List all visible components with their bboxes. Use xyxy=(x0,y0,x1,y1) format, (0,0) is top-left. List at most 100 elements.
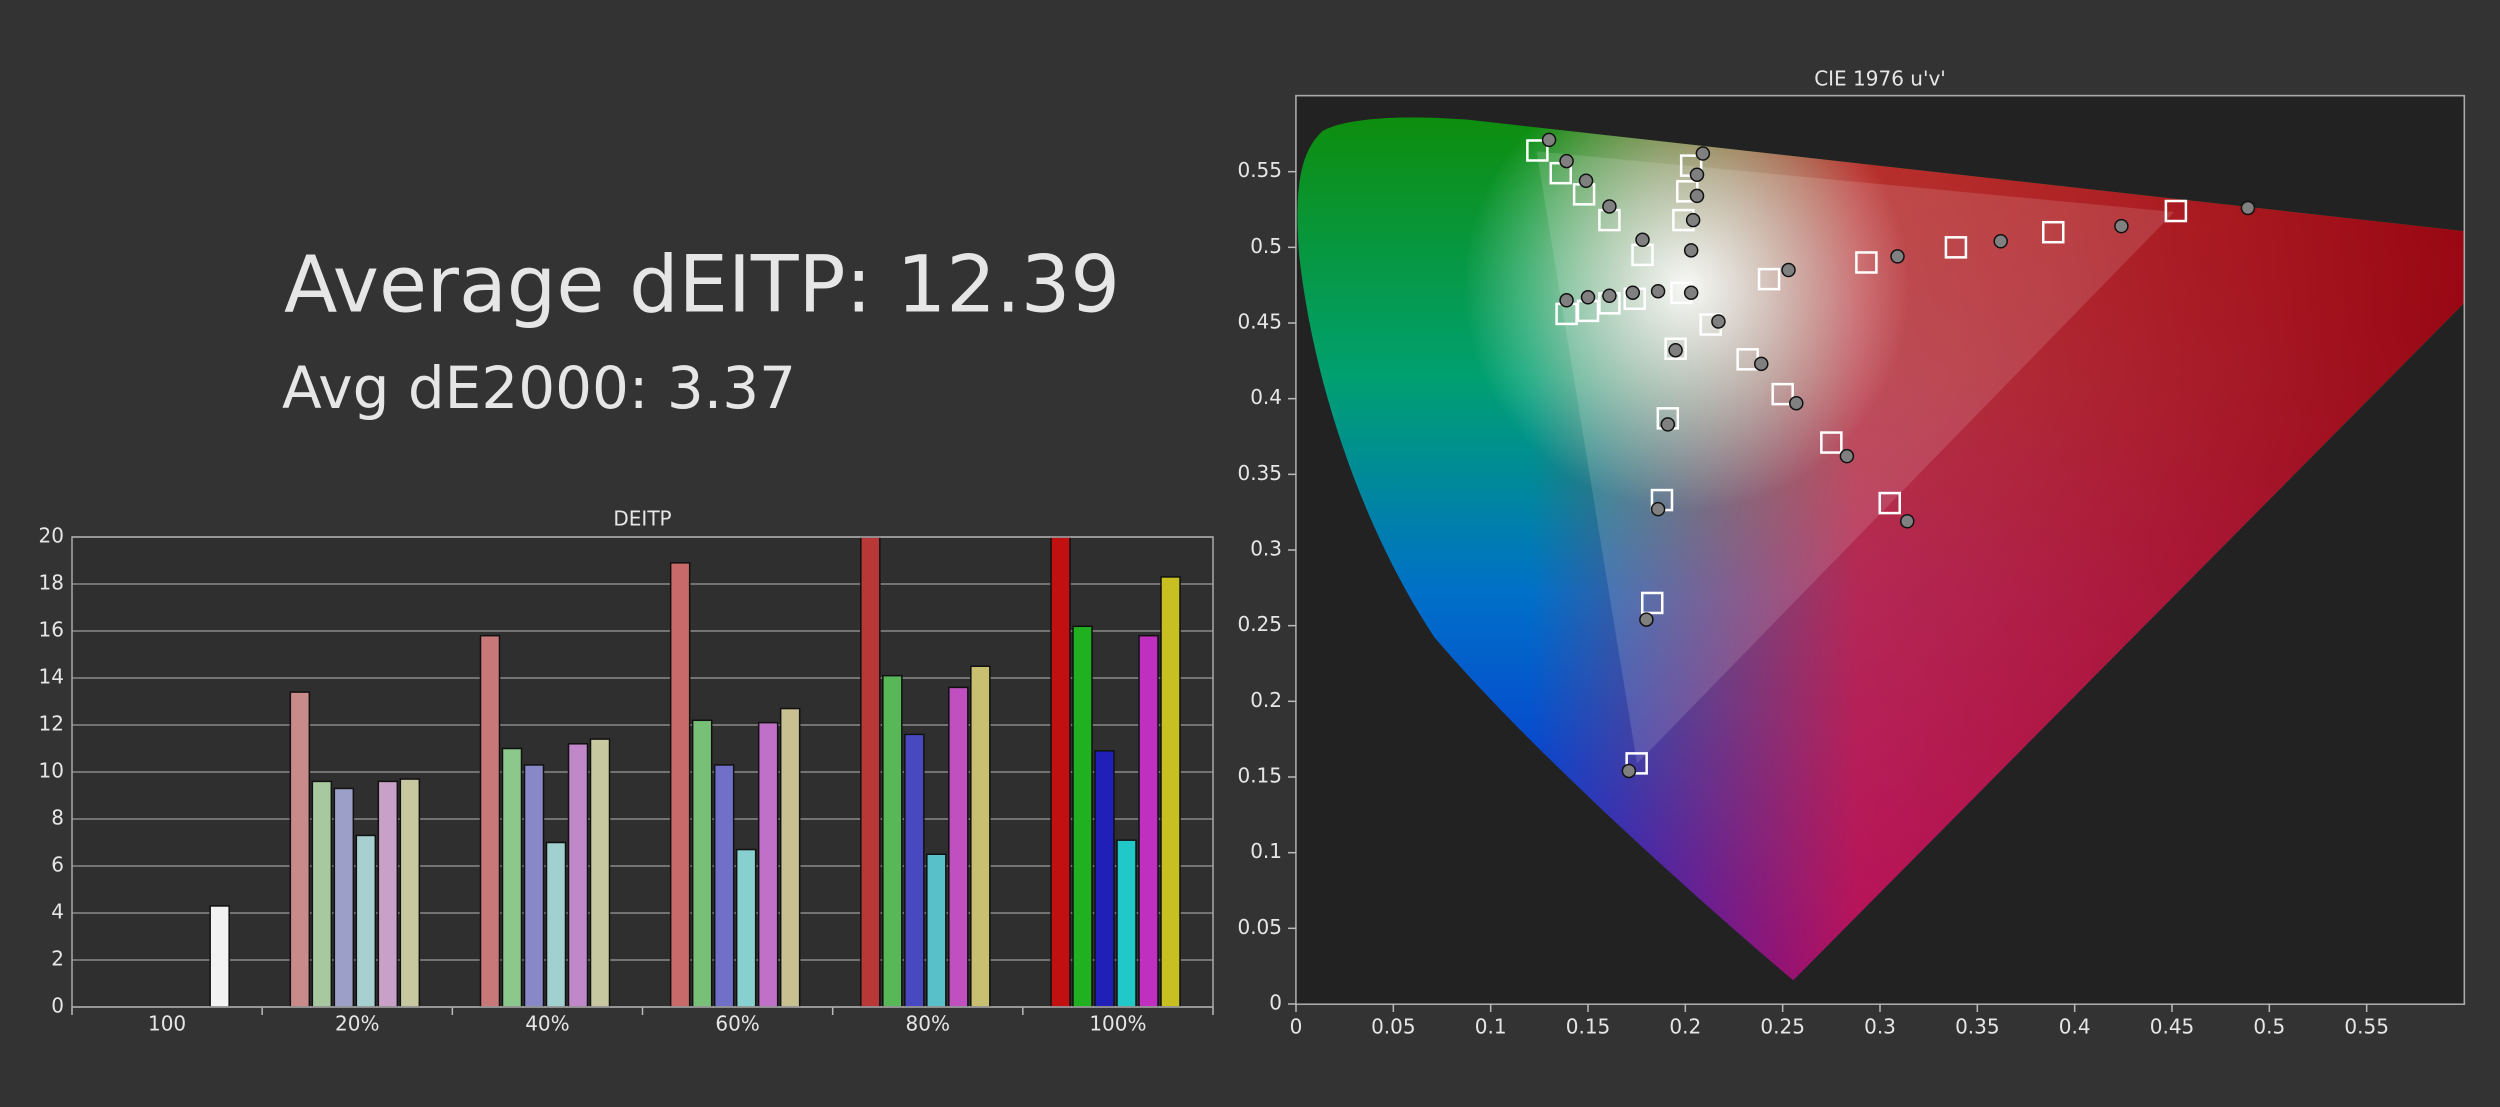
measured-point xyxy=(1578,173,1594,188)
measured-point xyxy=(1781,262,1796,278)
measured-point xyxy=(1900,513,1915,529)
bar xyxy=(399,778,421,1008)
y-tick-label: 10 xyxy=(39,759,64,783)
measured-point xyxy=(2114,218,2129,234)
measured-point xyxy=(1668,342,1683,358)
y-tick-label: 0.25 xyxy=(1237,612,1282,636)
target-point xyxy=(1771,382,1794,406)
bar xyxy=(289,691,311,1008)
x-tick-label: 0.05 xyxy=(1371,1015,1416,1039)
measured-point xyxy=(1890,249,1905,264)
target-point xyxy=(1625,752,1648,775)
bar xyxy=(1094,750,1115,1008)
bar xyxy=(713,764,735,1008)
x-tick-label: 40% xyxy=(525,1012,569,1036)
measured-point xyxy=(1559,153,1574,169)
x-tick-label: 0 xyxy=(1290,1015,1303,1039)
bar xyxy=(479,634,501,1008)
target-point xyxy=(1878,491,1901,515)
bar xyxy=(926,853,947,1008)
x-tick-label: 0.5 xyxy=(2253,1015,2285,1039)
x-tick-label: 100 xyxy=(148,1012,186,1036)
y-tick-label: 20 xyxy=(39,524,64,548)
x-tick-label: 20% xyxy=(335,1012,379,1036)
measured-point xyxy=(1754,356,1769,372)
measured-point xyxy=(1689,188,1705,204)
y-tick-label: 0.45 xyxy=(1237,310,1282,334)
bar xyxy=(1160,576,1181,1008)
measured-point xyxy=(1639,612,1654,627)
x-tick-label: 0.2 xyxy=(1669,1015,1701,1039)
locus-white xyxy=(1297,117,2465,981)
plot-border xyxy=(71,536,1214,1008)
measured-point xyxy=(1683,243,1699,258)
y-tick-label: 2 xyxy=(51,947,64,971)
x-tick-label: 0.55 xyxy=(2344,1015,2389,1039)
y-tick-label: 0.05 xyxy=(1237,915,1282,939)
bar xyxy=(209,905,230,1008)
measured-point xyxy=(1580,290,1596,305)
bar xyxy=(567,743,589,1008)
bar xyxy=(523,764,545,1008)
bar xyxy=(355,834,377,1008)
x-tick-label: 0.4 xyxy=(2059,1015,2091,1039)
y-tick-label: 16 xyxy=(39,618,64,642)
bar xyxy=(669,562,691,1008)
measured-point xyxy=(1650,283,1666,299)
measured-point xyxy=(1683,285,1699,300)
target-point xyxy=(1640,591,1664,615)
bar xyxy=(1116,839,1137,1008)
y-tick-label: 4 xyxy=(51,900,64,924)
measured-point xyxy=(1839,448,1855,464)
y-tick-label: 0 xyxy=(51,994,64,1018)
x-tick-label: 0.45 xyxy=(2150,1015,2195,1039)
y-tick-label: 0.15 xyxy=(1237,764,1282,788)
y-tick-label: 0.2 xyxy=(1250,688,1282,712)
measured-point xyxy=(1695,146,1711,161)
measured-point xyxy=(1685,212,1701,228)
x-tick-label: 0.1 xyxy=(1475,1015,1507,1039)
target-point xyxy=(1757,267,1781,291)
bar xyxy=(882,674,903,1008)
measured-point xyxy=(1602,288,1617,304)
bar xyxy=(501,747,523,1008)
headline: Average dEITP: 12.39 xyxy=(284,240,1120,330)
target-point xyxy=(2164,199,2188,223)
subheadline: Avg dE2000: 3.37 xyxy=(282,354,796,422)
bar xyxy=(948,686,969,1008)
y-tick-label: 0.3 xyxy=(1250,537,1282,561)
y-tick-label: 6 xyxy=(51,853,64,877)
measured-point xyxy=(1541,132,1557,148)
bar xyxy=(970,665,991,1008)
target-point xyxy=(1820,431,1843,454)
bar xyxy=(545,841,567,1008)
bar xyxy=(1050,536,1071,1008)
y-tick-label: 8 xyxy=(51,806,64,830)
x-tick-label: 0.15 xyxy=(1566,1015,1611,1039)
chart-title: DEITP xyxy=(613,507,671,531)
measured-point xyxy=(1993,234,2008,249)
measured-point xyxy=(1559,293,1574,308)
x-tick-label: 100% xyxy=(1089,1012,1146,1036)
bar xyxy=(757,721,779,1008)
target-point xyxy=(2042,220,2065,244)
measured-point xyxy=(1789,395,1804,411)
measured-point xyxy=(1660,417,1676,432)
bar xyxy=(333,787,355,1008)
bar xyxy=(904,733,925,1008)
x-tick-label: 0.3 xyxy=(1864,1015,1896,1039)
target-point xyxy=(1944,236,1968,259)
measured-point xyxy=(1650,501,1666,517)
measured-point xyxy=(1625,285,1641,300)
bar xyxy=(1072,625,1093,1008)
y-tick-label: 0.1 xyxy=(1250,839,1282,863)
measured-point xyxy=(1621,763,1637,779)
x-tick-label: 60% xyxy=(715,1012,759,1036)
target-point xyxy=(1664,337,1687,360)
measured-point xyxy=(1635,232,1650,248)
bar xyxy=(735,848,757,1008)
measured-point xyxy=(2240,200,2256,216)
bar xyxy=(1138,634,1159,1008)
bar xyxy=(779,707,801,1008)
